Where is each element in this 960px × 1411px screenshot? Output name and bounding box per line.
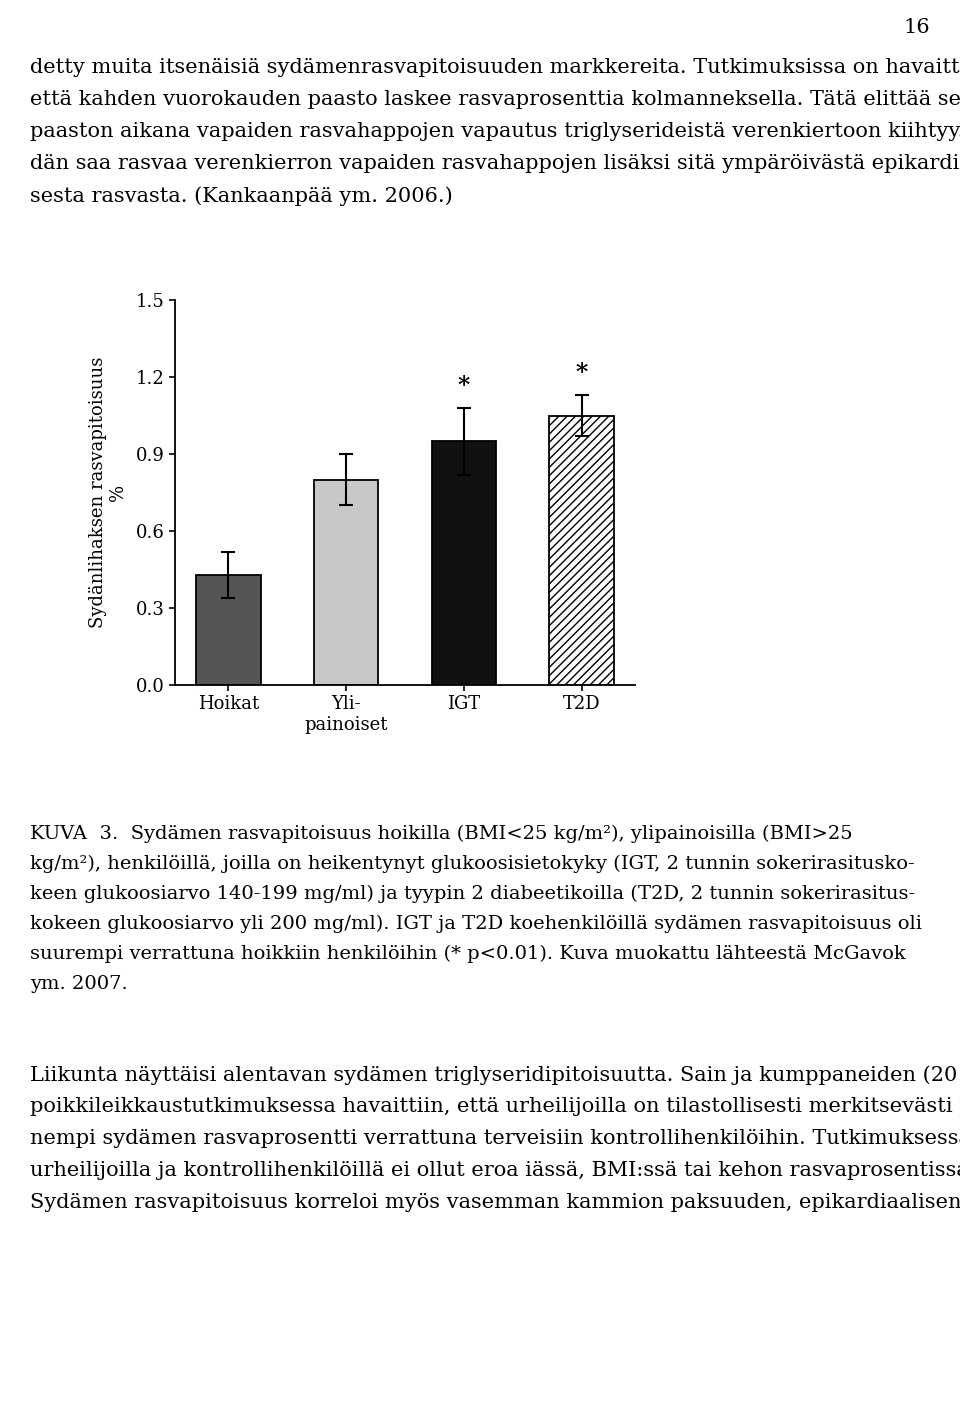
Text: että kahden vuorokauden paasto laskee rasvaprosenttia kolmanneksella. Tätä elitt: että kahden vuorokauden paasto laskee ra… bbox=[30, 90, 960, 109]
Text: ym. 2007.: ym. 2007. bbox=[30, 975, 128, 993]
Text: nempi sydämen rasvaprosentti verrattuna terveisiin kontrollihenkilöihin. Tutkimu: nempi sydämen rasvaprosentti verrattuna … bbox=[30, 1129, 960, 1149]
Bar bbox=[549, 415, 614, 684]
Text: urheilijoilla ja kontrollihenkilöillä ei ollut eroa iässä, BMI:ssä tai kehon ras: urheilijoilla ja kontrollihenkilöillä ei… bbox=[30, 1161, 960, 1180]
Text: KUVA  3.  Sydämen rasvapitoisuus hoikilla (BMI<25 kg/m²), ylipainoisilla (BMI>25: KUVA 3. Sydämen rasvapitoisuus hoikilla … bbox=[30, 825, 852, 844]
Text: detty muita itsenäisiä sydämenrasvapitoisuuden markkereita. Tutkimuksissa on hav: detty muita itsenäisiä sydämenrasvapitoi… bbox=[30, 58, 960, 78]
Text: paaston aikana vapaiden rasvahappojen vapautus triglyserideistä verenkiertoon ki: paaston aikana vapaiden rasvahappojen va… bbox=[30, 121, 960, 141]
Text: poikkileikkaustutkimuksessa havaittiin, että urheilijoilla on tilastollisesti me: poikkileikkaustutkimuksessa havaittiin, … bbox=[30, 1096, 960, 1116]
Text: *: * bbox=[576, 361, 588, 385]
Bar bbox=[196, 574, 261, 684]
Text: *: * bbox=[458, 374, 470, 398]
Text: kokeen glukoosiarvo yli 200 mg/ml). IGT ja T2D koehenkilöillä sydämen rasvapitoi: kokeen glukoosiarvo yli 200 mg/ml). IGT … bbox=[30, 914, 922, 933]
Text: Sydämen rasvapitoisuus korreloi myös vasemman kammion paksuuden, epikardiaalisen: Sydämen rasvapitoisuus korreloi myös vas… bbox=[30, 1192, 960, 1212]
Text: kg/m²), henkilöillä, joilla on heikentynyt glukoosisietokyky (IGT, 2 tunnin soke: kg/m²), henkilöillä, joilla on heikentyn… bbox=[30, 855, 915, 873]
Text: sesta rasvasta. (Kankaanpää ym. 2006.): sesta rasvasta. (Kankaanpää ym. 2006.) bbox=[30, 186, 453, 206]
Text: 16: 16 bbox=[903, 18, 930, 37]
Y-axis label: Sydänlihaksen rasvapitoisuus
%: Sydänlihaksen rasvapitoisuus % bbox=[88, 357, 128, 628]
Bar bbox=[431, 442, 496, 684]
Text: dän saa rasvaa verenkierron vapaiden rasvahappojen lisäksi sitä ympäröivästä epi: dän saa rasvaa verenkierron vapaiden ras… bbox=[30, 154, 960, 174]
Text: Liikunta näyttäisi alentavan sydämen triglyseridipitoisuutta. Sain ja kumppaneid: Liikunta näyttäisi alentavan sydämen tri… bbox=[30, 1065, 960, 1085]
Bar bbox=[314, 480, 378, 684]
Text: keen glukoosiarvo 140-199 mg/ml) ja tyypin 2 diabeetikoilla (T2D, 2 tunnin soker: keen glukoosiarvo 140-199 mg/ml) ja tyyp… bbox=[30, 885, 915, 903]
Text: suurempi verrattuna hoikkiin henkilöihin (* p<0.01). Kuva muokattu lähteestä McG: suurempi verrattuna hoikkiin henkilöihin… bbox=[30, 945, 905, 964]
